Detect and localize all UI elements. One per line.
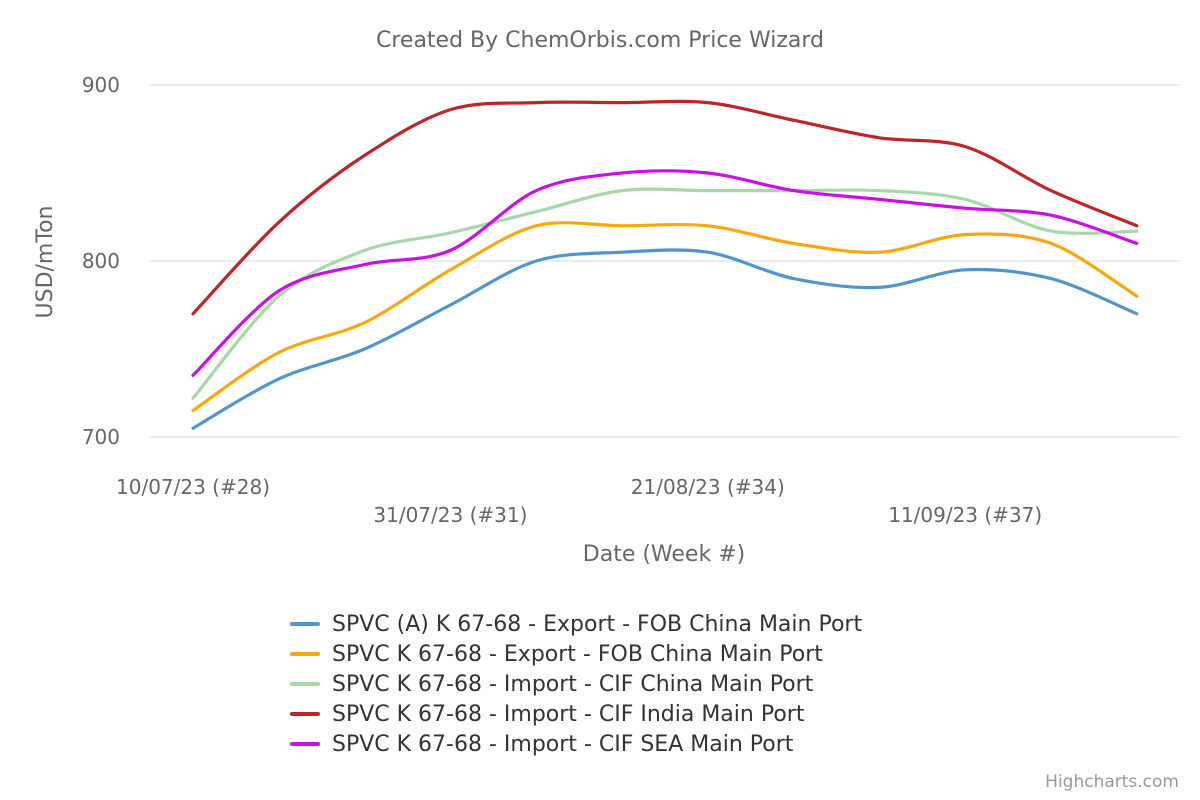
legend-swatch-icon [290, 682, 320, 686]
y-tick-label: 800 [82, 249, 120, 273]
legend-swatch-icon [290, 622, 320, 626]
x-tick-label: 10/07/23 (#28) [116, 475, 270, 499]
series-line-3[interactable] [191, 187, 1139, 400]
series-line-5[interactable] [191, 169, 1139, 377]
legend-label: SPVC K 67-68 - Import - CIF India Main P… [332, 701, 805, 727]
x-tick-label: 31/07/23 (#31) [373, 503, 527, 527]
y-axis-title: USD/mTon [33, 206, 58, 319]
legend: SPVC (A) K 67-68 - Export - FOB China Ma… [290, 609, 990, 759]
series-layer [191, 99, 1139, 430]
legend-label: SPVC K 67-68 - Export - FOB China Main P… [332, 641, 823, 667]
legend-item-1[interactable]: SPVC (A) K 67-68 - Export - FOB China Ma… [290, 609, 990, 639]
credits-link[interactable]: Highcharts.com [1045, 772, 1179, 792]
y-tick-label: 900 [82, 73, 120, 97]
legend-item-5[interactable]: SPVC K 67-68 - Import - CIF SEA Main Por… [290, 729, 990, 759]
legend-swatch-icon [290, 742, 320, 746]
series-line-4[interactable] [191, 99, 1139, 316]
legend-label: SPVC K 67-68 - Import - CIF China Main P… [332, 671, 814, 697]
x-tick-label: 21/08/23 (#34) [631, 475, 785, 499]
y-tick-label: 700 [82, 425, 120, 449]
series-line-1[interactable] [191, 248, 1139, 430]
x-tick-layer: 10/07/23 (#28) 31/07/23 (#31) 21/08/23 (#3… [116, 475, 1042, 527]
x-tick-label: 11/09/23 (#37) [888, 503, 1042, 527]
series-line-2[interactable] [191, 221, 1139, 413]
grid-layer [150, 84, 1180, 438]
chart-title: Created By ChemOrbis.com Price Wizard [376, 28, 824, 53]
legend-item-3[interactable]: SPVC K 67-68 - Import - CIF China Main P… [290, 669, 990, 699]
x-axis-title: Date (Week #) [583, 542, 745, 567]
legend-label: SPVC (A) K 67-68 - Export - FOB China Ma… [332, 611, 863, 637]
legend-item-2[interactable]: SPVC K 67-68 - Export - FOB China Main P… [290, 639, 990, 669]
legend-item-4[interactable]: SPVC K 67-68 - Import - CIF India Main P… [290, 699, 990, 729]
y-tick-layer: 700 800 900 [82, 73, 120, 449]
legend-swatch-icon [290, 652, 320, 656]
legend-label: SPVC K 67-68 - Import - CIF SEA Main Por… [332, 731, 794, 757]
legend-swatch-icon [290, 712, 320, 716]
